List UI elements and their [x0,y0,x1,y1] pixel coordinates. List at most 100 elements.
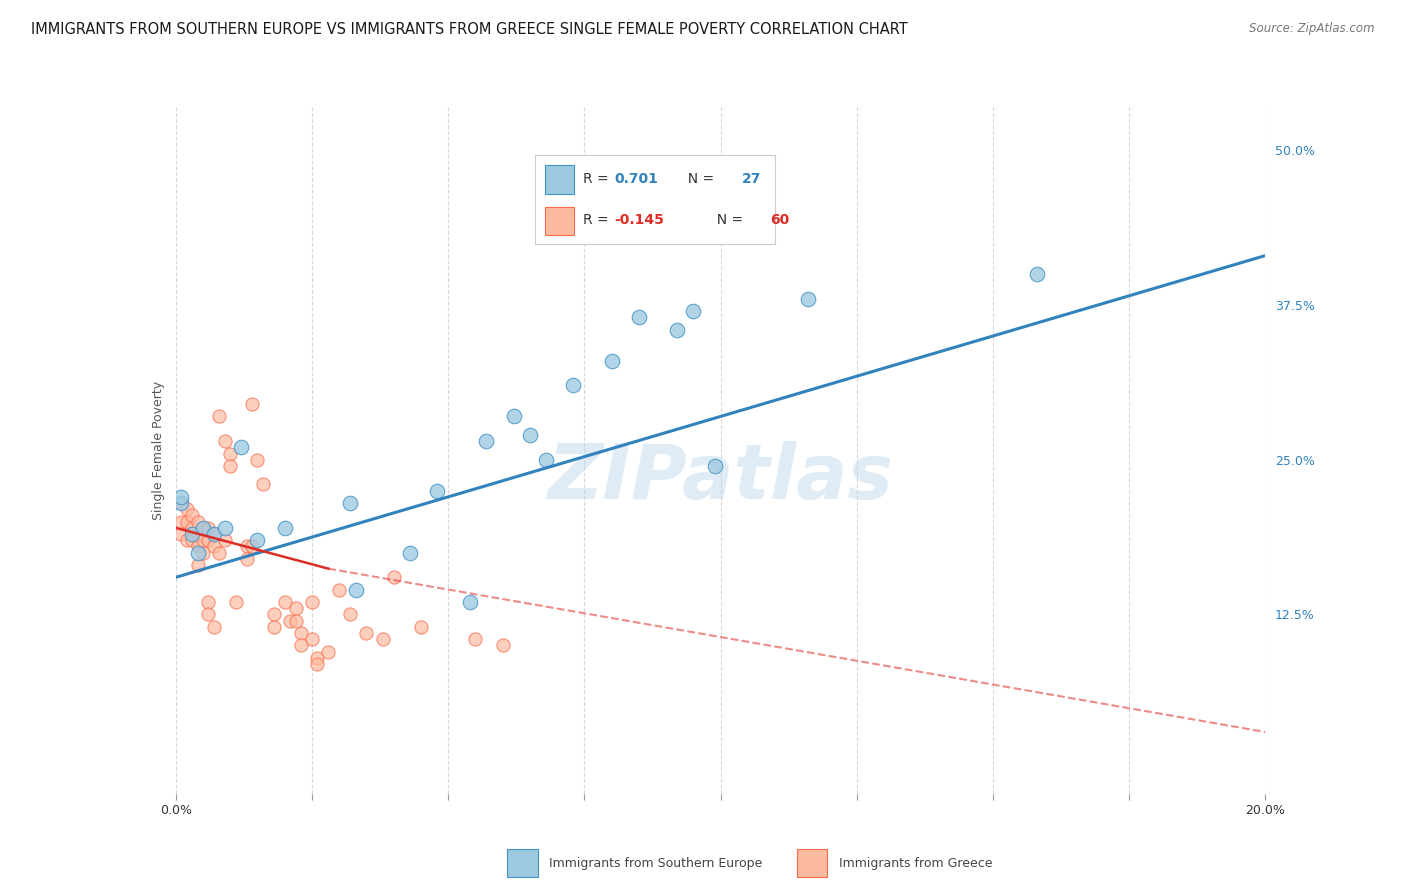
Point [235,551,257,566]
Text: 0.701: 0.701 [614,172,658,186]
Point [219,446,242,460]
Text: 60: 60 [770,213,790,227]
Point [214,533,236,548]
Point [186,545,209,559]
Text: N =: N = [709,213,748,227]
Bar [546,165,574,194]
Point [666,323,689,337]
Point [263,607,285,622]
Point [290,639,312,653]
Bar [797,849,827,877]
Point [176,502,198,516]
Point [284,601,307,615]
Point [208,545,231,559]
Point [214,434,236,449]
Text: -0.145: -0.145 [614,213,664,227]
Point [202,527,225,541]
Point [534,452,557,467]
Point [284,614,307,628]
Point [492,639,515,653]
Point [240,540,263,554]
Point [197,533,219,548]
Bar [546,207,574,235]
Point [371,632,394,647]
Point [502,409,524,424]
Point [231,441,253,455]
Point [246,452,269,467]
Point [274,595,297,609]
Y-axis label: Single Female Poverty: Single Female Poverty [152,381,165,520]
Text: IMMIGRANTS FROM SOUTHERN EUROPE VS IMMIGRANTS FROM GREECE SINGLE FEMALE POVERTY : IMMIGRANTS FROM SOUTHERN EUROPE VS IMMIG… [31,22,908,37]
Point [475,434,498,449]
Point [704,458,727,473]
Point [339,607,361,622]
Point [409,620,432,634]
Point [246,533,269,548]
Point [186,515,209,529]
Point [328,582,350,597]
Point [458,595,481,609]
Point [290,626,312,640]
Point [682,304,704,318]
Bar [508,849,537,877]
Point [186,527,209,541]
Point [176,515,198,529]
Point [208,409,231,424]
Point [181,521,204,535]
Point [519,428,541,442]
Point [307,657,329,671]
Point [202,620,225,634]
Point [562,378,585,392]
Point [202,527,225,541]
Point [318,644,340,658]
Point [170,490,193,504]
Point [235,540,257,554]
Point [307,650,329,665]
Point [170,527,193,541]
Point [278,614,301,628]
Text: N =: N = [679,172,718,186]
Point [197,595,219,609]
Point [1025,267,1047,281]
Point [426,483,449,498]
Point [252,477,274,491]
Point [191,533,214,548]
Text: ZIPatlas: ZIPatlas [547,441,894,515]
Point [197,607,219,622]
Point [301,595,323,609]
Text: Immigrants from Greece: Immigrants from Greece [839,856,993,870]
Point [186,540,209,554]
Point [191,521,214,535]
Point [240,397,263,411]
Point [382,570,405,584]
Point [191,545,214,559]
Point [176,533,198,548]
Point [197,521,219,535]
Text: Source: ZipAtlas.com: Source: ZipAtlas.com [1250,22,1375,36]
Point [399,545,422,559]
Point [356,626,378,640]
Point [263,620,285,634]
Point [339,496,361,510]
Point [344,582,367,597]
Point [191,521,214,535]
Point [274,521,297,535]
Text: R =: R = [583,172,613,186]
Point [181,527,204,541]
Point [202,540,225,554]
Point [797,292,820,306]
Point [225,595,247,609]
Point [181,533,204,548]
Point [186,558,209,572]
Point [219,458,242,473]
Point [627,310,650,325]
Point [464,632,486,647]
Point [170,496,193,510]
Text: R =: R = [583,213,613,227]
Point [600,353,623,368]
Point [181,508,204,523]
Point [301,632,323,647]
Point [214,521,236,535]
Text: Immigrants from Southern Europe: Immigrants from Southern Europe [548,856,762,870]
Point [170,496,193,510]
